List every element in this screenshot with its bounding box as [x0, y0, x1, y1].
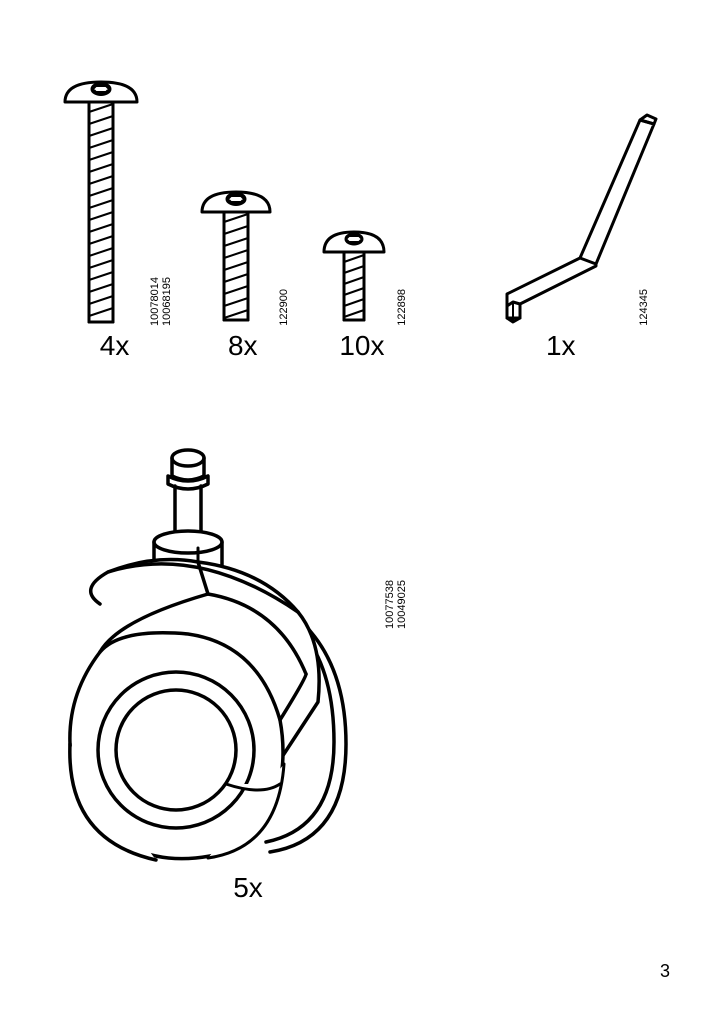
caster-code: 10077538 10049025 [384, 580, 408, 629]
part-bolt-medium: 122900 8x [188, 186, 297, 362]
part-hex-key: 124345 1x [457, 106, 665, 362]
part-bolt-long: 10078014 10068195 4x [55, 76, 174, 362]
page-number: 3 [660, 961, 670, 982]
hex-key-code: 124345 [638, 289, 650, 326]
bolt-short-drawing [316, 226, 396, 326]
bolt-long-code: 10078014 10068195 [149, 277, 173, 326]
caster-drawing [48, 444, 378, 864]
hardware-inventory-page: 10078014 10068195 4x [0, 0, 714, 1012]
bolt-medium-qty: 8x [228, 330, 258, 362]
part-bolt-short: 122898 10x [307, 226, 416, 362]
hex-key-qty: 1x [546, 330, 576, 362]
bolt-medium-code: 122900 [278, 289, 290, 326]
bolt-medium-drawing [196, 186, 278, 326]
bolt-long-qty: 4x [100, 330, 130, 362]
hex-key-drawing [472, 106, 662, 326]
bolt-long-drawing [57, 76, 149, 326]
part-caster: 10077538 10049025 5x [48, 444, 408, 904]
caster-qty: 5x [233, 872, 263, 904]
bolt-short-code: 122898 [396, 289, 408, 326]
bolt-short-qty: 10x [339, 330, 384, 362]
